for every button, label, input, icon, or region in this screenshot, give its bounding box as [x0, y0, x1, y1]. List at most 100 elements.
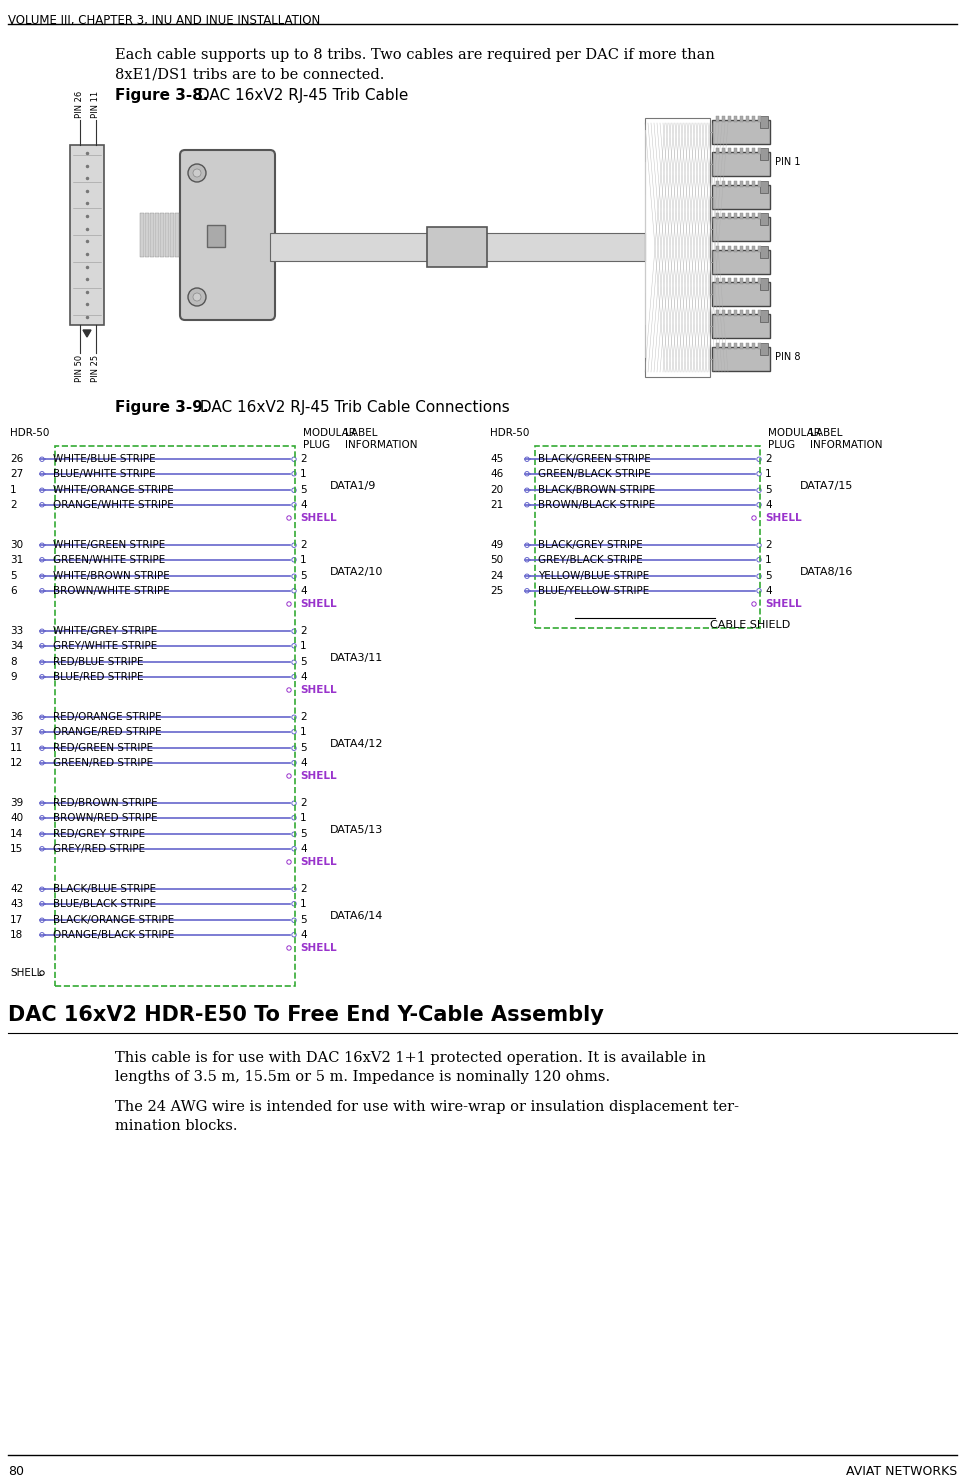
Text: 4: 4	[300, 758, 307, 768]
Bar	[712, 152, 770, 176]
Bar	[734, 181, 737, 186]
Bar	[160, 213, 163, 258]
Text: 2: 2	[300, 712, 307, 722]
Bar	[734, 148, 737, 154]
Bar	[716, 343, 719, 349]
Text: DATA6/14: DATA6/14	[330, 910, 383, 921]
Text: 2: 2	[765, 540, 772, 551]
Text: 5: 5	[765, 571, 772, 582]
Text: SHELL: SHELL	[300, 599, 337, 608]
Bar	[645, 118, 710, 377]
Text: 1: 1	[300, 641, 307, 651]
Bar	[740, 115, 743, 121]
Text: 8xE1/DS1 tribs are to be connected.: 8xE1/DS1 tribs are to be connected.	[115, 67, 384, 81]
Bar	[746, 115, 749, 121]
Bar	[752, 311, 755, 317]
Bar	[740, 278, 743, 284]
Bar	[70, 145, 104, 326]
Bar	[740, 148, 743, 154]
Bar	[722, 181, 725, 186]
Bar	[712, 218, 770, 241]
Text: 42: 42	[10, 884, 23, 894]
Bar	[760, 115, 768, 127]
Bar	[140, 213, 144, 258]
Text: 45: 45	[490, 454, 504, 465]
Bar	[760, 181, 768, 192]
Text: 1: 1	[300, 727, 307, 737]
Text: 25: 25	[490, 586, 504, 596]
Bar	[155, 213, 158, 258]
Text: This cable is for use with DAC 16xV2 1+1 protected operation. It is available in: This cable is for use with DAC 16xV2 1+1…	[115, 1051, 706, 1066]
Bar	[740, 246, 743, 252]
Text: 5: 5	[765, 485, 772, 496]
Text: LABEL
INFORMATION: LABEL INFORMATION	[810, 428, 883, 450]
Bar	[758, 148, 761, 154]
Text: GREY/BLACK STRIPE: GREY/BLACK STRIPE	[538, 555, 643, 565]
Bar	[758, 343, 761, 349]
Text: 4: 4	[765, 500, 772, 509]
Text: 31: 31	[10, 555, 23, 565]
Bar	[734, 246, 737, 252]
Text: RED/GREEN STRIPE: RED/GREEN STRIPE	[53, 743, 153, 753]
Text: GREEN/BLACK STRIPE: GREEN/BLACK STRIPE	[538, 469, 650, 478]
Bar	[760, 246, 768, 258]
Text: 21: 21	[490, 500, 504, 509]
Bar	[712, 250, 770, 274]
Text: RED/BROWN STRIPE: RED/BROWN STRIPE	[53, 798, 157, 808]
Bar	[728, 311, 731, 317]
Text: SHELL: SHELL	[300, 514, 337, 522]
Text: 4: 4	[300, 844, 307, 854]
Text: BLUE/YELLOW STRIPE: BLUE/YELLOW STRIPE	[538, 586, 649, 596]
Text: BROWN/BLACK STRIPE: BROWN/BLACK STRIPE	[538, 500, 655, 509]
Text: DAC 16xV2 RJ-45 Trib Cable: DAC 16xV2 RJ-45 Trib Cable	[193, 87, 408, 104]
Bar	[728, 148, 731, 154]
Text: BLACK/ORANGE STRIPE: BLACK/ORANGE STRIPE	[53, 915, 175, 925]
Text: DATA4/12: DATA4/12	[330, 739, 383, 749]
Text: 9: 9	[10, 672, 16, 682]
Text: SHELL: SHELL	[300, 685, 337, 696]
Bar	[752, 148, 755, 154]
Bar	[752, 343, 755, 349]
Polygon shape	[83, 330, 91, 337]
Text: DATA3/11: DATA3/11	[330, 653, 383, 663]
Text: 1: 1	[300, 898, 307, 909]
Bar	[712, 346, 770, 370]
Text: lengths of 3.5 m, 15.5m or 5 m. Impedance is nominally 120 ohms.: lengths of 3.5 m, 15.5m or 5 m. Impedanc…	[115, 1070, 610, 1083]
Bar	[734, 278, 737, 284]
Text: 4: 4	[300, 586, 307, 596]
Text: 18: 18	[10, 929, 23, 940]
Bar	[712, 281, 770, 306]
Text: PIN 1: PIN 1	[775, 157, 801, 167]
Text: SHELL: SHELL	[10, 968, 42, 978]
Bar	[752, 278, 755, 284]
Bar	[734, 115, 737, 121]
Text: 43: 43	[10, 898, 23, 909]
Bar	[752, 181, 755, 186]
Text: SHELL: SHELL	[765, 514, 802, 522]
Text: 5: 5	[300, 743, 307, 753]
Text: 1: 1	[300, 469, 307, 478]
Text: DAC 16xV2 RJ-45 Trib Cable Connections: DAC 16xV2 RJ-45 Trib Cable Connections	[195, 400, 510, 414]
Text: 40: 40	[10, 813, 23, 823]
Bar	[716, 148, 719, 154]
Text: 37: 37	[10, 727, 23, 737]
Text: 50: 50	[490, 555, 503, 565]
Text: PIN 25: PIN 25	[92, 355, 100, 382]
Bar	[165, 213, 169, 258]
Text: SHELL: SHELL	[300, 771, 337, 781]
Bar	[758, 246, 761, 252]
Text: Figure 3-9.: Figure 3-9.	[115, 400, 208, 414]
Text: 27: 27	[10, 469, 23, 478]
Text: 1: 1	[300, 813, 307, 823]
Text: BLACK/GREEN STRIPE: BLACK/GREEN STRIPE	[538, 454, 650, 465]
Text: 11: 11	[10, 743, 23, 753]
Bar	[722, 148, 725, 154]
Bar	[746, 213, 749, 219]
Text: mination blocks.: mination blocks.	[115, 1119, 237, 1134]
Text: 5: 5	[300, 829, 307, 839]
Bar	[712, 314, 770, 339]
Bar	[740, 343, 743, 349]
Text: WHITE/ORANGE STRIPE: WHITE/ORANGE STRIPE	[53, 485, 174, 496]
Bar	[728, 246, 731, 252]
Bar	[722, 246, 725, 252]
